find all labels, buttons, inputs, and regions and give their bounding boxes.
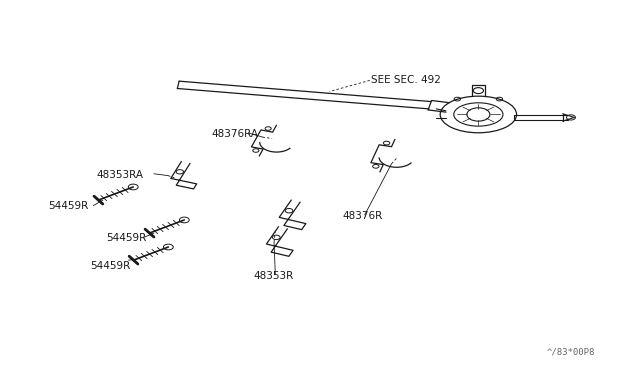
Text: 48376RA: 48376RA	[211, 129, 259, 139]
Text: 48353R: 48353R	[253, 271, 293, 281]
Text: SEE SEC. 492: SEE SEC. 492	[371, 76, 441, 86]
Text: 48353RA: 48353RA	[97, 170, 143, 180]
Text: ^/83*00P8: ^/83*00P8	[547, 347, 595, 356]
Text: 54459R: 54459R	[90, 261, 131, 271]
Text: 54459R: 54459R	[106, 233, 147, 243]
Text: 48376R: 48376R	[342, 211, 383, 221]
Text: 54459R: 54459R	[49, 201, 89, 211]
